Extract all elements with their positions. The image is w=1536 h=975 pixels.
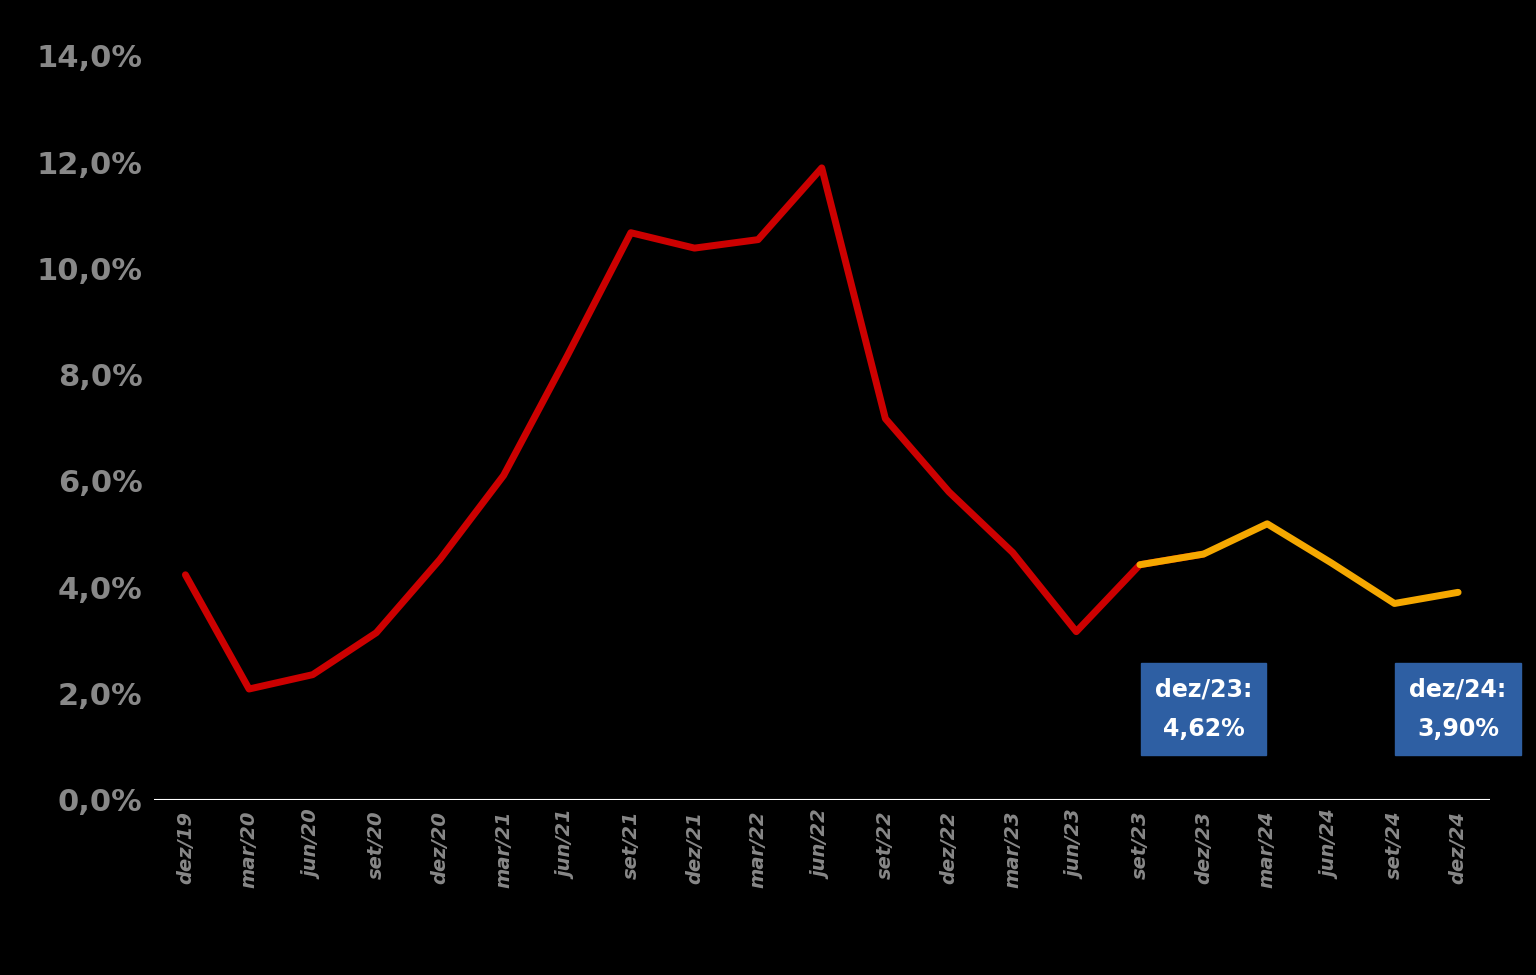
Text: dez/23:
4,62%: dez/23: 4,62% xyxy=(1155,678,1252,741)
Text: dez/24:
3,90%: dez/24: 3,90% xyxy=(1410,678,1507,741)
